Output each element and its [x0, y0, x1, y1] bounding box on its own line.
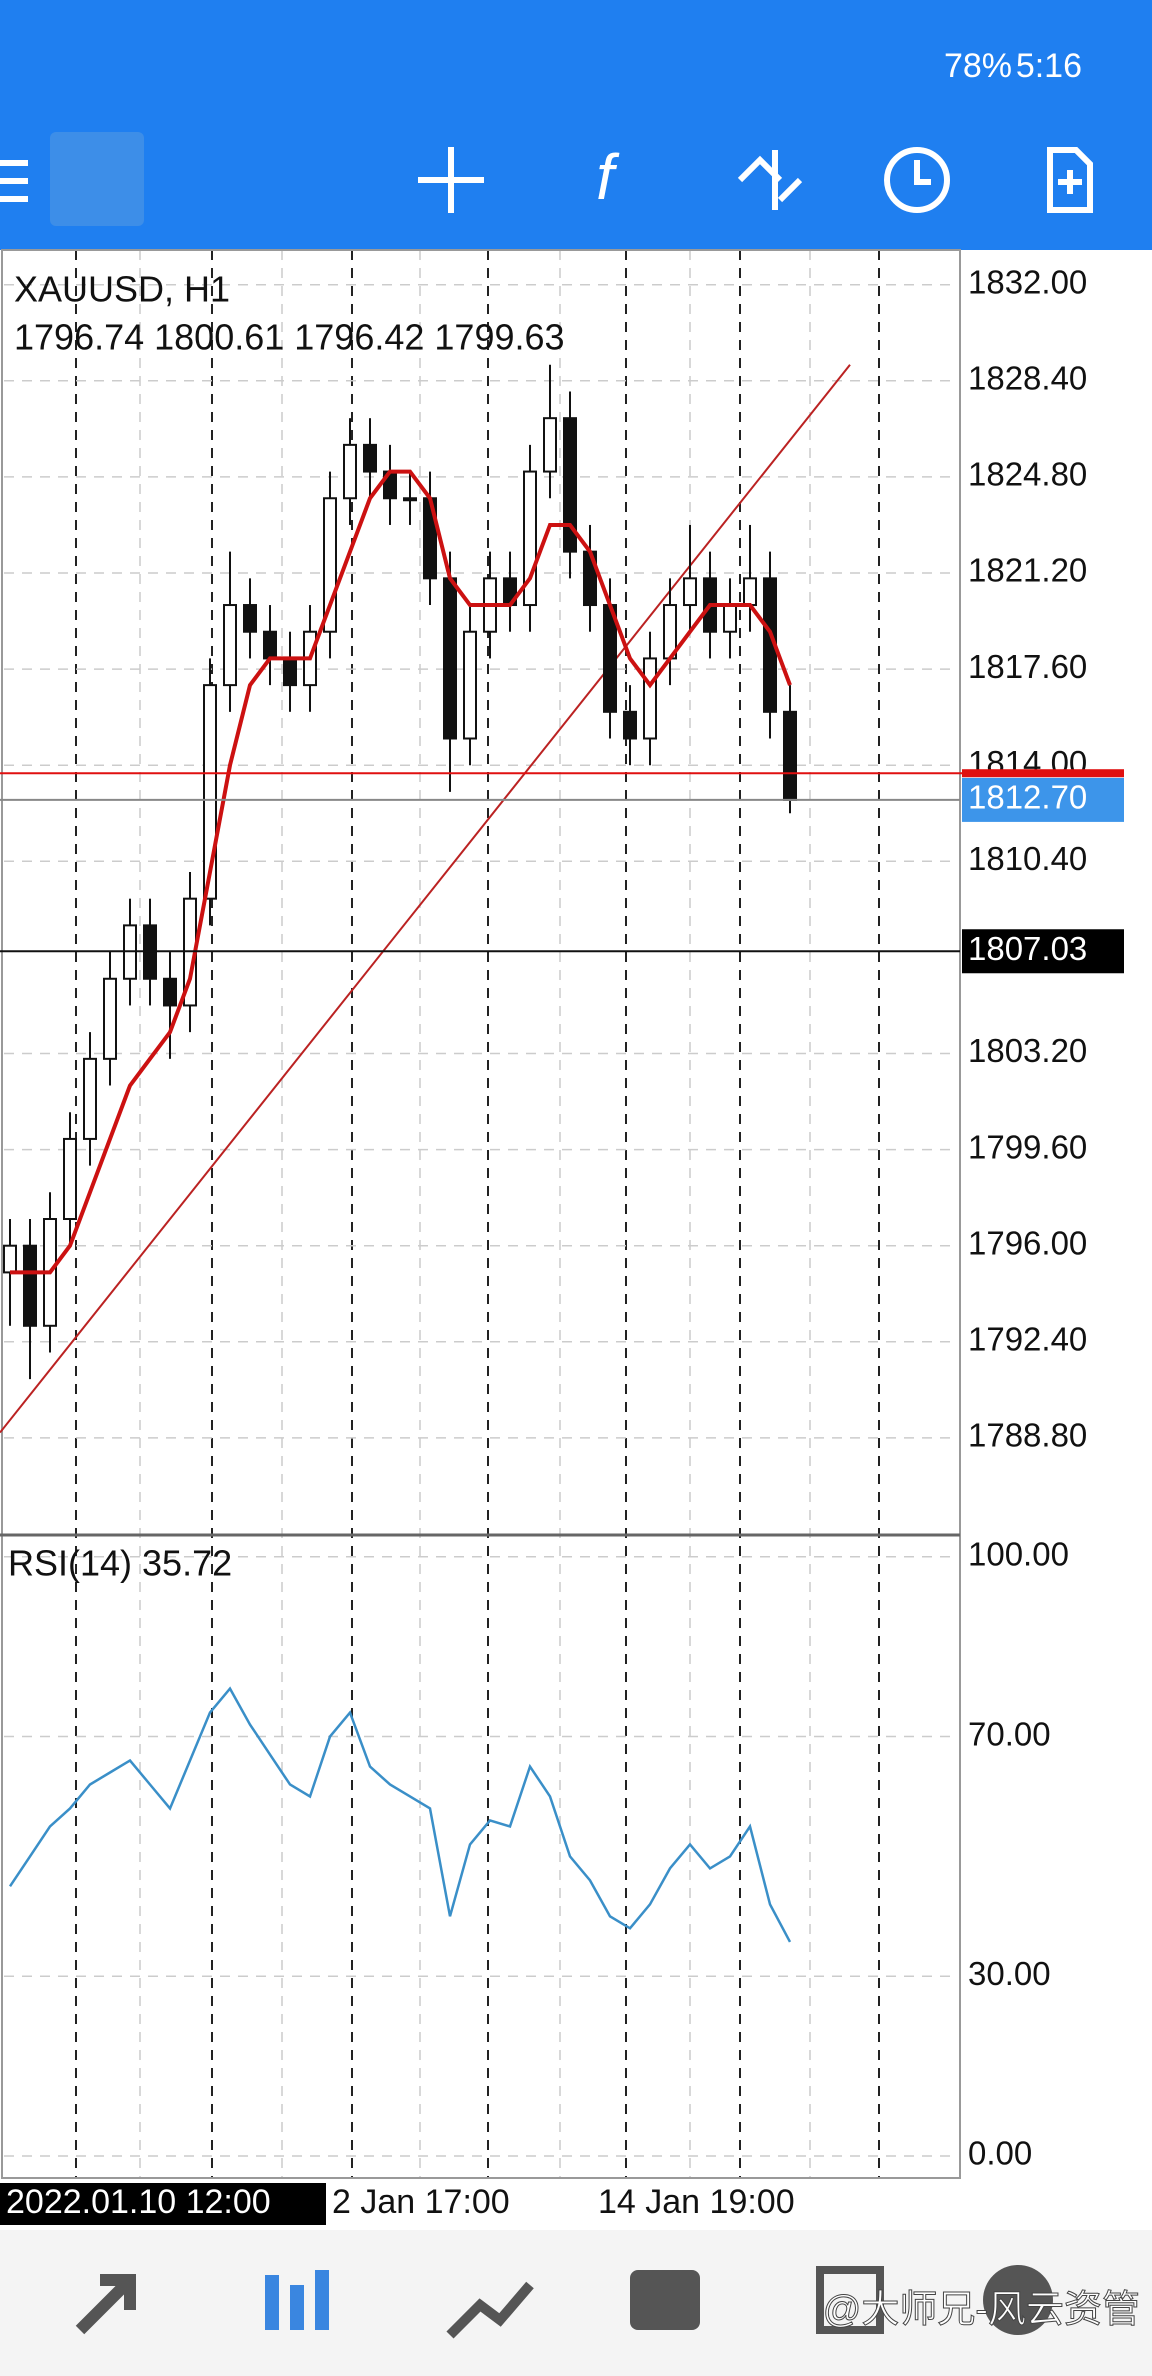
candle-body [163, 977, 177, 1007]
y-tick-label: 1788.80 [968, 1417, 1087, 1454]
bid-label: 1812.70 [968, 779, 1087, 816]
candle-body [243, 604, 257, 633]
candle-body [543, 417, 557, 473]
battery: 78% [944, 47, 1012, 85]
menu[interactable] [0, 160, 28, 202]
y-tick-label: 1821.20 [968, 552, 1087, 589]
y-tick-label: 30.00 [968, 1955, 1051, 1992]
nav-icons[interactable] [75, 2265, 1053, 2339]
crosshair-label-bg [962, 929, 1124, 974]
y-tick-label: 100.00 [968, 1535, 1069, 1572]
y-tick-label: 1832.00 [968, 263, 1087, 300]
y-tick-label: 1828.40 [968, 360, 1087, 397]
candle-body [83, 1057, 97, 1140]
bottom-nav [0, 2230, 1152, 2376]
x-tick-label: 14 Jan 19:00 [598, 2183, 795, 2221]
grid [4, 250, 958, 2177]
trendline [0, 364, 851, 1434]
clock: 5:16 [1016, 47, 1082, 85]
y-tick-label: 70.00 [968, 1715, 1051, 1752]
crosshair-label: 1807.03 [968, 930, 1087, 967]
moving-average [10, 469, 792, 1275]
top-bar [0, 0, 1152, 250]
y-tick-label: 1817.60 [968, 648, 1087, 685]
candle-body [743, 577, 757, 607]
candle-body [223, 604, 237, 687]
y-tick-label: 1796.00 [968, 1224, 1087, 1261]
template-button[interactable] [1047, 147, 1093, 213]
ohlc-values: 1796.74 1800.61 1796.42 1799.63 [14, 317, 565, 358]
watermark: @大师兄-风云资管 [823, 2289, 1140, 2331]
y-tick-label: 1803.20 [968, 1032, 1087, 1069]
period-button[interactable] [884, 147, 950, 213]
app-logo[interactable] [50, 132, 144, 226]
rsi-title: RSI(14) 35.72 [8, 1543, 232, 1584]
x-tick-label: 2022.01.10 12:00 [6, 2183, 271, 2221]
bid-label-bg [962, 777, 1124, 822]
y-tick-label: 1799.60 [968, 1128, 1087, 1165]
chart-frame [1, 249, 961, 2179]
symbol: XAUUSD, H1 [14, 269, 230, 310]
candle-body [643, 657, 657, 740]
crosshair-button[interactable] [418, 147, 484, 213]
y-tick-label: 1810.40 [968, 840, 1087, 877]
candle-body [363, 443, 377, 473]
candle-body [283, 657, 297, 687]
candle-body [343, 443, 357, 500]
candle-body [3, 1244, 17, 1274]
candle-body [723, 604, 737, 633]
ask-marker [962, 769, 1124, 778]
x-tick-label: 2 Jan 17:00 [332, 2183, 510, 2221]
candle-body [783, 710, 797, 801]
y-tick-label: 1824.80 [968, 456, 1087, 493]
rsi-line [8, 1686, 792, 1943]
candle-body [463, 630, 477, 740]
candle-body [563, 417, 577, 553]
trade-button[interactable] [737, 150, 803, 210]
candle-body [443, 577, 457, 740]
candle-body [623, 710, 637, 740]
candle-body [403, 497, 417, 502]
y-tick-label: 1792.40 [968, 1321, 1087, 1358]
y-tick-label: 0.00 [968, 2135, 1032, 2172]
candle-body [23, 1244, 37, 1327]
candle-body [683, 577, 697, 607]
time-label-bg [0, 2183, 326, 2225]
candle-body [63, 1137, 77, 1221]
candle-body [263, 630, 277, 660]
candle-body [103, 977, 117, 1060]
